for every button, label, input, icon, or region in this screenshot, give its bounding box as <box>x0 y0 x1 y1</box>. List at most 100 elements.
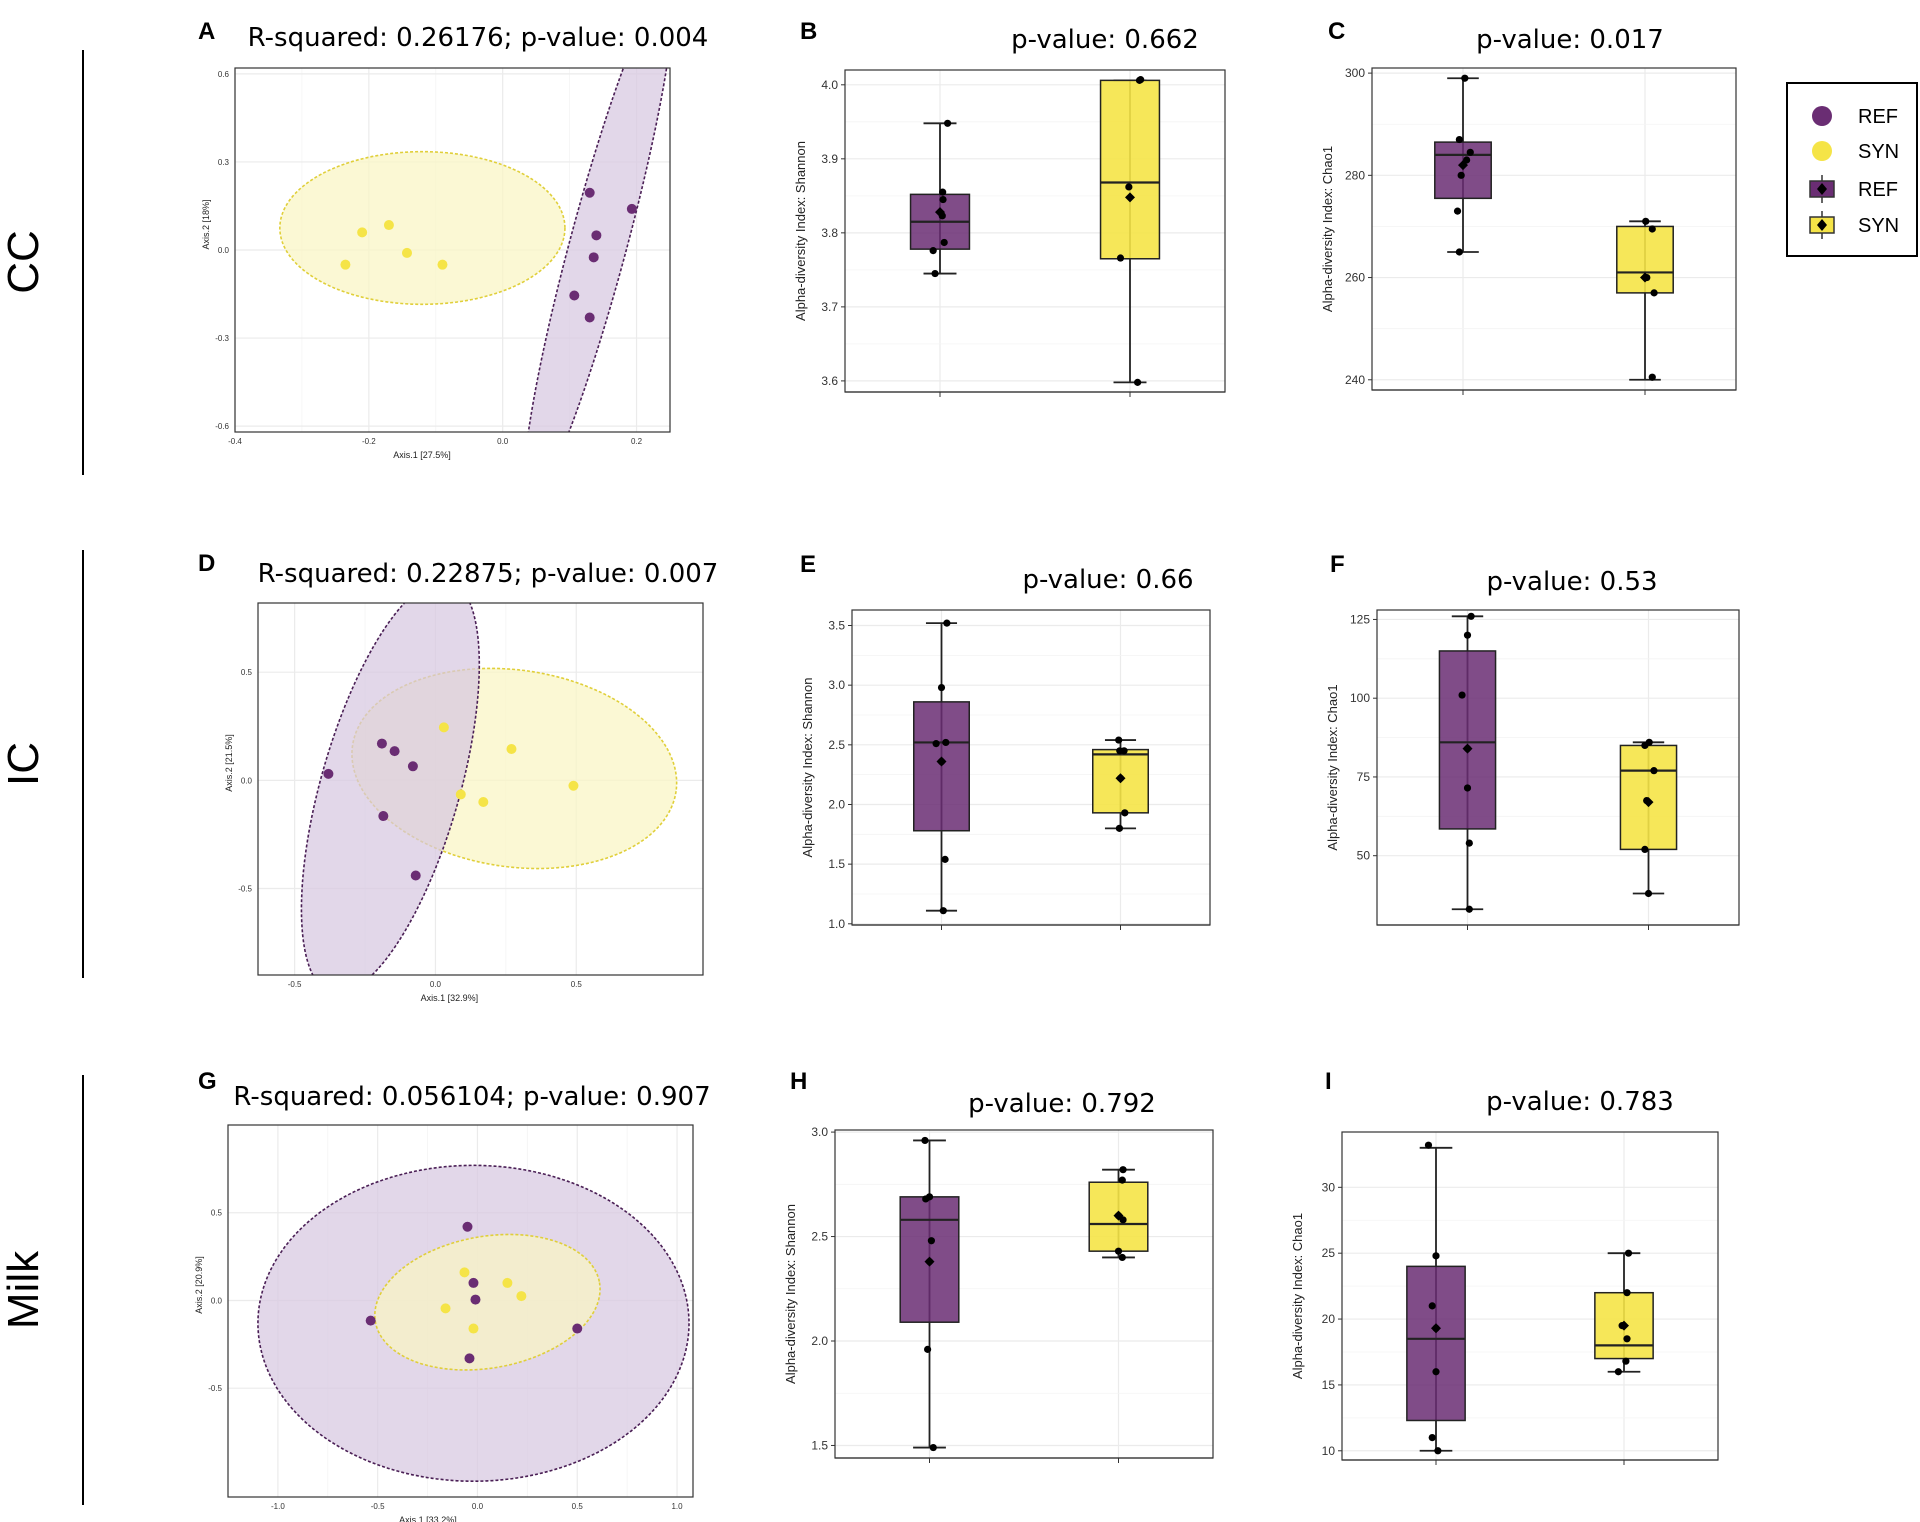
tick-label-y: 30 <box>1322 1180 1336 1194</box>
data-point <box>1650 289 1658 297</box>
data-point <box>1623 1335 1631 1343</box>
tick-label-x: -0.4 <box>228 437 242 446</box>
tick-label-x: 0.2 <box>631 437 643 446</box>
tick-label-y: 3.9 <box>821 152 838 166</box>
point-ref <box>376 738 387 749</box>
data-point <box>1119 1166 1127 1174</box>
tick-label-y: 0.0 <box>211 1296 223 1305</box>
plot-area-i <box>1342 1132 1718 1460</box>
tick-label-y: 280 <box>1345 168 1365 182</box>
point-ref <box>378 811 389 822</box>
point-syn <box>383 220 394 231</box>
box-ref <box>1434 74 1492 256</box>
tick-label-x: 0.5 <box>571 980 583 989</box>
panel-title-d: R-squared: 0.22875; p-value: 0.007 <box>258 559 719 589</box>
data-point <box>931 269 939 278</box>
box-iqr <box>1438 650 1497 830</box>
box-ref <box>909 119 971 278</box>
data-point <box>1428 1302 1436 1310</box>
y-axis-label-g: Axis.2 [20.9%] <box>194 1256 204 1314</box>
point-ref <box>468 1277 479 1288</box>
plot-area-f <box>1377 610 1739 925</box>
data-point <box>1125 183 1133 191</box>
tick-label-x: 0.0 <box>497 437 509 446</box>
tick-label-y: 0.6 <box>218 70 230 79</box>
data-point <box>1432 1368 1440 1376</box>
legend-ref-label: REF <box>1858 106 1898 128</box>
tick-label-x: -1.0 <box>271 1502 285 1511</box>
tick-label-y: 15 <box>1322 1378 1336 1392</box>
tick-label-x: -0.5 <box>288 980 302 989</box>
data-point <box>1465 905 1473 913</box>
tick-label-y: 2.5 <box>811 1230 828 1244</box>
plot-border-g <box>227 1124 694 1498</box>
tick-label-y: 20 <box>1322 1312 1336 1326</box>
tick-label-y: 2.0 <box>828 797 845 811</box>
panel-letter-h: H <box>790 1068 807 1095</box>
mean-marker <box>935 207 945 218</box>
data-point <box>927 1237 935 1245</box>
legend-ref-box-label: REF <box>1858 179 1898 201</box>
point-ref <box>591 230 602 241</box>
data-point <box>1622 1357 1630 1365</box>
tick-label-x: -0.5 <box>371 1502 385 1511</box>
mean-marker <box>1125 192 1135 203</box>
plot-border-d <box>257 602 704 976</box>
tick-label-y: -0.5 <box>208 1384 222 1393</box>
data-point <box>929 1443 937 1452</box>
data-point <box>944 119 952 127</box>
tick-label-x: 0.0 <box>472 1502 484 1511</box>
point-ref <box>407 761 418 772</box>
point-ref <box>626 203 637 214</box>
data-point <box>1466 148 1474 156</box>
y-axis-label-e: Alpha-diversity Index: Shannon <box>800 678 815 858</box>
data-point <box>1641 845 1649 854</box>
row-label-cc: CC <box>0 230 48 294</box>
data-point <box>942 738 950 747</box>
mean-marker <box>1115 773 1126 784</box>
mean-marker <box>1643 797 1654 808</box>
point-ref <box>389 746 400 757</box>
tick-label-y: 1.5 <box>828 857 845 871</box>
panel-i: Ip-value: 0.783 10 15 20 25 30 Alpha-diversity… <box>1290 1068 1719 1465</box>
plot-border-f <box>1376 609 1740 926</box>
data-point <box>1118 1176 1126 1184</box>
box-syn <box>1092 736 1149 832</box>
box-syn <box>1088 1166 1149 1262</box>
plot-border-a <box>234 67 671 433</box>
legend-syn-box-key <box>1809 211 1835 239</box>
data-point <box>1118 1253 1126 1262</box>
panel-g: G R-squared: 0.056104; p-value: 0.907 -1.0… <box>194 1068 711 1522</box>
tick-label-y: 10 <box>1322 1444 1336 1458</box>
legend-ref-circle-key <box>1812 106 1832 126</box>
data-point <box>1428 1434 1436 1442</box>
y-axis-label-d: Axis.2 [21.5%] <box>224 734 234 792</box>
legend-ref-box-key <box>1809 175 1835 203</box>
x-axis-label-g: Axis.1 [33.2%] <box>399 1515 457 1522</box>
point-syn <box>478 796 489 807</box>
box-ref <box>1406 1141 1466 1455</box>
data-point <box>921 1136 929 1145</box>
y-axis-label-c: Alpha-diversity Index: Chao1 <box>1320 146 1335 312</box>
data-point <box>1645 738 1653 746</box>
tick-label-y: -0.5 <box>238 884 252 893</box>
data-point <box>922 1195 930 1203</box>
point-syn <box>568 780 579 791</box>
data-point <box>937 683 946 692</box>
mean-marker <box>1640 272 1650 283</box>
tick-label-y: 25 <box>1322 1246 1336 1260</box>
legend-syn-circle-key <box>1812 141 1832 161</box>
panel-a: A R-squared: 0.26176; p-value: 0.004 -0.4 -… <box>198 18 708 460</box>
panel-letter-f: F <box>1330 551 1345 578</box>
tick-label-y: 300 <box>1345 66 1365 80</box>
data-point <box>941 855 949 863</box>
data-point <box>1120 747 1128 755</box>
plot-border-c <box>1371 67 1737 391</box>
tick-label-y: 2.5 <box>828 738 845 752</box>
point-ref <box>588 252 599 263</box>
point-ref <box>323 768 334 779</box>
legend-box <box>1786 82 1918 257</box>
data-point <box>929 247 937 255</box>
plot-area-e <box>852 610 1210 925</box>
point-syn <box>437 259 448 270</box>
